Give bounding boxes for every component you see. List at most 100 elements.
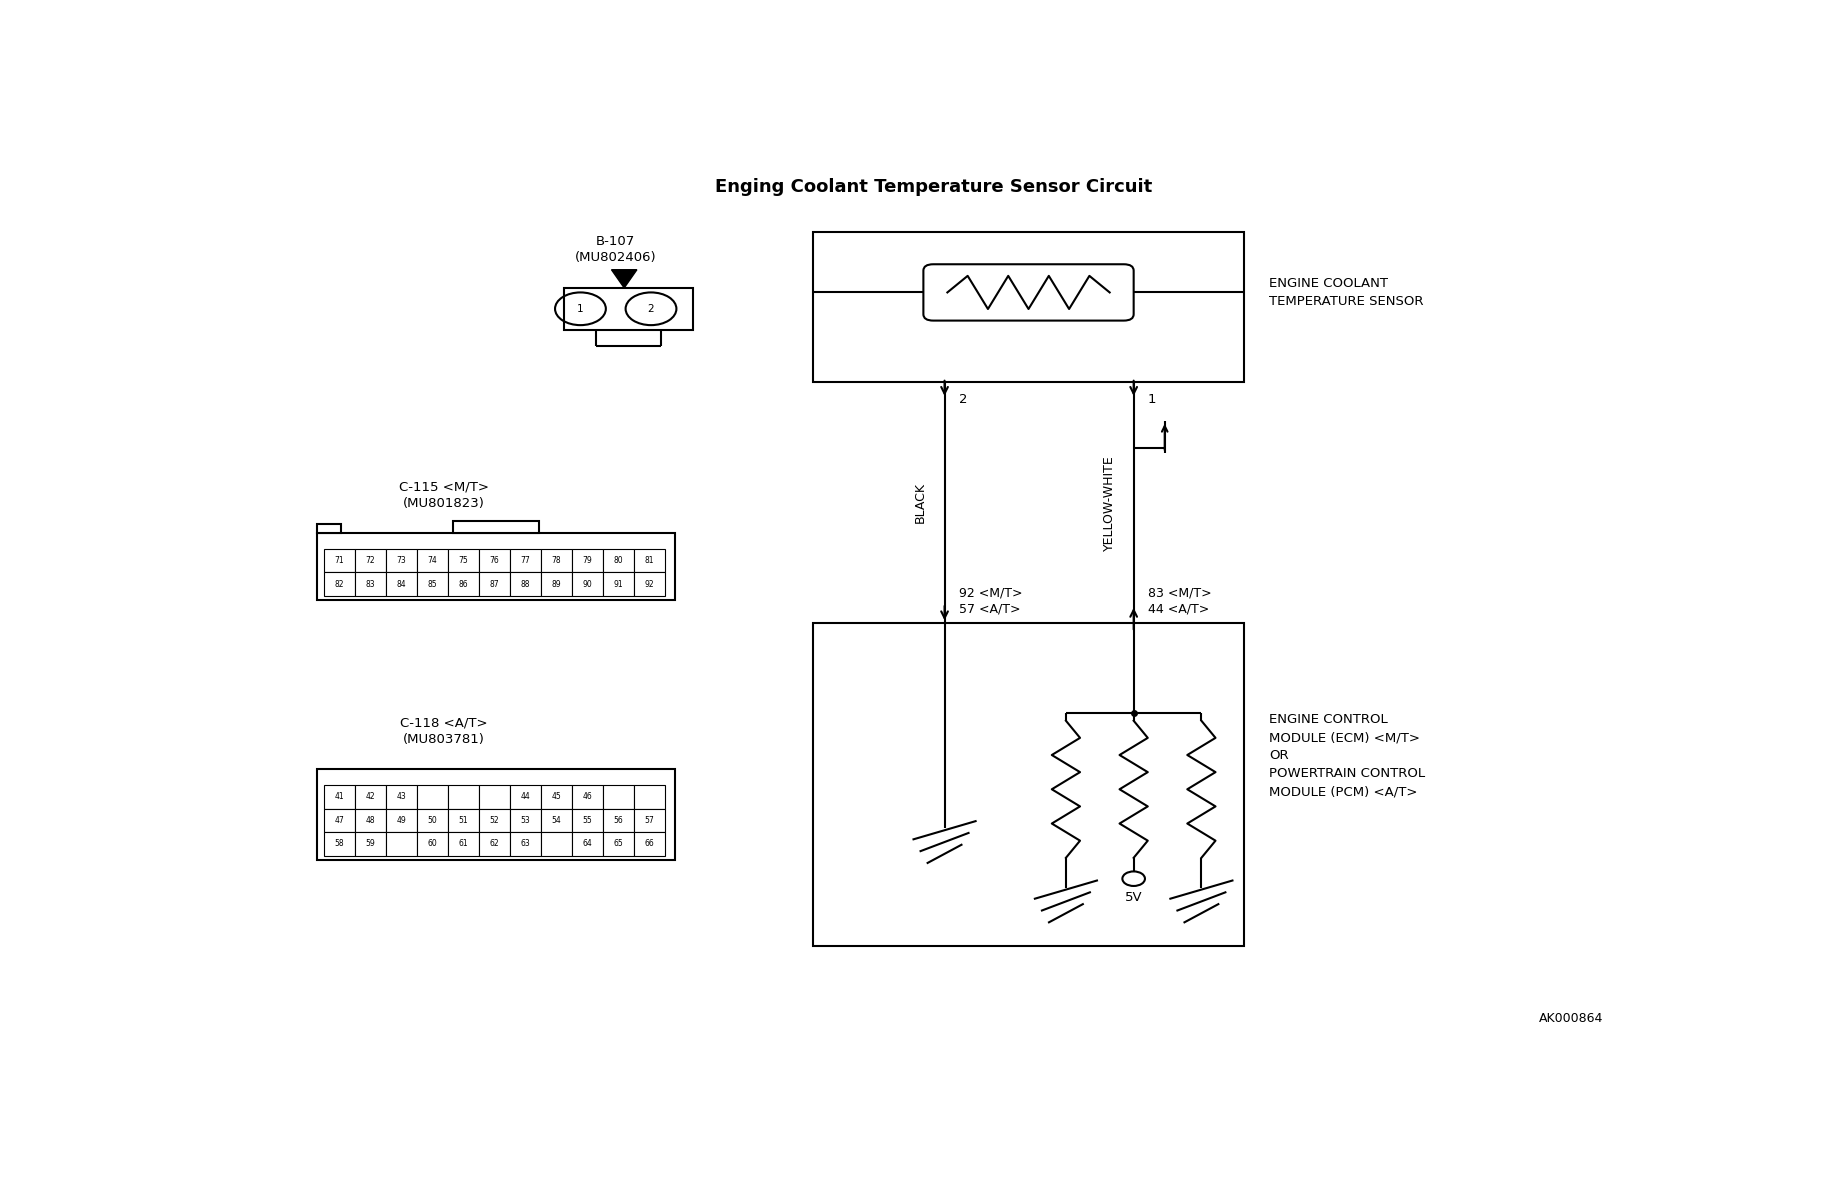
Text: 1: 1 xyxy=(1147,393,1156,406)
Text: 71: 71 xyxy=(335,556,344,565)
Bar xyxy=(386,549,417,572)
Text: 59: 59 xyxy=(366,839,375,848)
Text: 78: 78 xyxy=(552,556,561,565)
Text: 48: 48 xyxy=(366,815,375,825)
Bar xyxy=(541,549,572,572)
Bar xyxy=(510,832,541,856)
Text: 50: 50 xyxy=(428,815,437,825)
Bar xyxy=(324,549,355,572)
Bar xyxy=(479,572,510,596)
Text: 76: 76 xyxy=(490,556,499,565)
Bar xyxy=(317,769,676,860)
Bar xyxy=(317,524,341,533)
Text: 86: 86 xyxy=(459,579,468,589)
Text: 43: 43 xyxy=(397,792,406,801)
Text: 60: 60 xyxy=(428,839,437,848)
Text: 81: 81 xyxy=(645,556,654,565)
Text: 53: 53 xyxy=(521,815,530,825)
Text: 83 <M/T>
44 <A/T>: 83 <M/T> 44 <A/T> xyxy=(1147,586,1211,616)
Text: 54: 54 xyxy=(552,815,561,825)
Text: BLACK: BLACK xyxy=(914,483,927,523)
Text: 58: 58 xyxy=(335,839,344,848)
Bar xyxy=(814,232,1244,382)
Bar xyxy=(603,785,634,808)
Bar xyxy=(634,785,665,808)
Bar xyxy=(448,572,479,596)
Bar xyxy=(479,785,510,808)
Text: 51: 51 xyxy=(459,815,468,825)
Bar xyxy=(324,785,355,808)
Bar xyxy=(386,832,417,856)
Bar xyxy=(355,572,386,596)
Bar xyxy=(479,832,510,856)
Text: 87: 87 xyxy=(490,579,499,589)
Bar xyxy=(634,549,665,572)
Text: 56: 56 xyxy=(614,815,623,825)
Text: 45: 45 xyxy=(552,792,561,801)
Bar xyxy=(814,623,1244,945)
Text: 2: 2 xyxy=(648,303,654,314)
Bar xyxy=(541,572,572,596)
Bar xyxy=(572,808,603,832)
Text: 55: 55 xyxy=(583,815,592,825)
Bar xyxy=(603,832,634,856)
Bar xyxy=(634,832,665,856)
Bar xyxy=(386,785,417,808)
Bar xyxy=(355,785,386,808)
Text: 92 <M/T>
57 <A/T>: 92 <M/T> 57 <A/T> xyxy=(958,586,1022,616)
Bar xyxy=(324,832,355,856)
Bar xyxy=(386,572,417,596)
Text: 41: 41 xyxy=(335,792,344,801)
Text: 46: 46 xyxy=(583,792,592,801)
Bar xyxy=(355,832,386,856)
Text: AK000864: AK000864 xyxy=(1539,1011,1604,1024)
Bar xyxy=(448,549,479,572)
Text: 66: 66 xyxy=(645,839,654,848)
Bar xyxy=(317,533,676,601)
Text: 80: 80 xyxy=(614,556,623,565)
Bar xyxy=(417,785,448,808)
Bar xyxy=(603,549,634,572)
Text: 44: 44 xyxy=(521,792,530,801)
Bar xyxy=(603,572,634,596)
Bar xyxy=(634,808,665,832)
Text: 1: 1 xyxy=(577,303,585,314)
Text: 65: 65 xyxy=(614,839,623,848)
Text: B-107
(MU802406): B-107 (MU802406) xyxy=(575,235,657,264)
Bar xyxy=(510,572,541,596)
Text: 5V: 5V xyxy=(1125,891,1142,904)
Text: 77: 77 xyxy=(521,556,530,565)
Bar xyxy=(448,808,479,832)
Text: 72: 72 xyxy=(366,556,375,565)
Bar xyxy=(563,288,694,329)
Text: 2: 2 xyxy=(958,393,967,406)
Bar xyxy=(479,808,510,832)
Bar xyxy=(479,549,510,572)
Text: YELLOW-WHITE: YELLOW-WHITE xyxy=(1104,455,1116,551)
Text: 42: 42 xyxy=(366,792,375,801)
Text: Enging Coolant Temperature Sensor Circuit: Enging Coolant Temperature Sensor Circui… xyxy=(714,178,1153,196)
Polygon shape xyxy=(612,270,637,288)
Text: ENGINE CONTROL
MODULE (ECM) <M/T>
OR
POWERTRAIN CONTROL
MODULE (PCM) <A/T>: ENGINE CONTROL MODULE (ECM) <M/T> OR POW… xyxy=(1269,714,1426,799)
Text: 61: 61 xyxy=(459,839,468,848)
Text: ENGINE COOLANT
TEMPERATURE SENSOR: ENGINE COOLANT TEMPERATURE SENSOR xyxy=(1269,277,1424,308)
Text: 83: 83 xyxy=(366,579,375,589)
Bar xyxy=(572,832,603,856)
Bar xyxy=(541,808,572,832)
Text: C-115 <M/T>
(MU801823): C-115 <M/T> (MU801823) xyxy=(399,480,488,510)
Bar xyxy=(417,549,448,572)
Text: 85: 85 xyxy=(428,579,437,589)
Text: 62: 62 xyxy=(490,839,499,848)
Bar xyxy=(572,549,603,572)
Text: 92: 92 xyxy=(645,579,654,589)
Text: 82: 82 xyxy=(335,579,344,589)
Bar xyxy=(510,549,541,572)
Bar xyxy=(324,572,355,596)
Bar xyxy=(355,808,386,832)
Text: 79: 79 xyxy=(583,556,592,565)
Text: 63: 63 xyxy=(521,839,530,848)
Text: 73: 73 xyxy=(397,556,406,565)
Bar xyxy=(417,832,448,856)
Text: 91: 91 xyxy=(614,579,623,589)
Bar xyxy=(453,522,539,533)
